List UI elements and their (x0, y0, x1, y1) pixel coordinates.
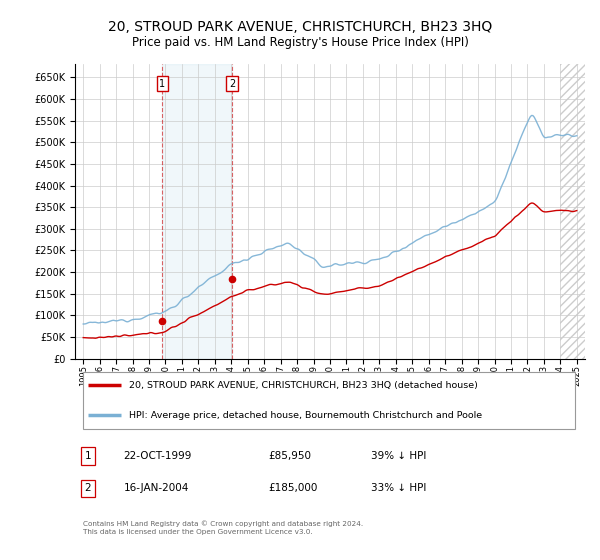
Bar (560, 64, 585, 358)
Text: Price paid vs. HM Land Registry's House Price Index (HPI): Price paid vs. HM Land Registry's House … (131, 36, 469, 49)
Text: HPI: Average price, detached house, Bournemouth Christchurch and Poole: HPI: Average price, detached house, Bour… (128, 410, 482, 419)
Text: 22-OCT-1999: 22-OCT-1999 (124, 451, 192, 461)
Text: 2: 2 (229, 79, 235, 89)
Text: £85,950: £85,950 (269, 451, 312, 461)
Text: 16-JAN-2004: 16-JAN-2004 (124, 483, 189, 493)
Text: 33% ↓ HPI: 33% ↓ HPI (371, 483, 426, 493)
Bar (560, 64, 585, 358)
Text: 1: 1 (159, 79, 166, 89)
Bar (163, 64, 232, 358)
Text: 1: 1 (85, 451, 91, 461)
Text: 39% ↓ HPI: 39% ↓ HPI (371, 451, 426, 461)
Text: 2: 2 (85, 483, 91, 493)
Text: 20, STROUD PARK AVENUE, CHRISTCHURCH, BH23 3HQ (detached house): 20, STROUD PARK AVENUE, CHRISTCHURCH, BH… (128, 381, 478, 390)
Text: Contains HM Land Registry data © Crown copyright and database right 2024.
This d: Contains HM Land Registry data © Crown c… (83, 520, 363, 535)
Text: 20, STROUD PARK AVENUE, CHRISTCHURCH, BH23 3HQ: 20, STROUD PARK AVENUE, CHRISTCHURCH, BH… (108, 20, 492, 34)
FancyBboxPatch shape (83, 372, 575, 430)
Text: £185,000: £185,000 (269, 483, 318, 493)
